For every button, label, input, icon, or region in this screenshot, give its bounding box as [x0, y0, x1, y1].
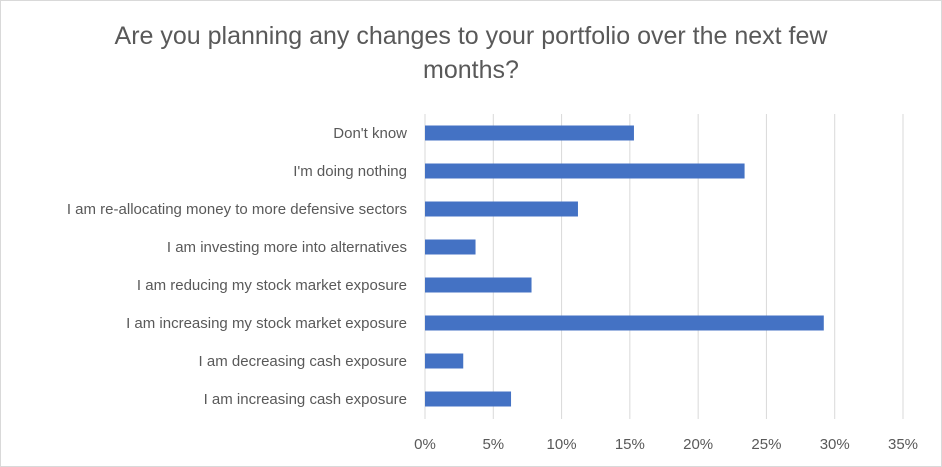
gridlines: [424, 114, 904, 419]
category-labels: Don't know I'm doing nothing I am re-alloc…: [67, 125, 407, 408]
category-label: I am increasing my stock market exposure: [126, 315, 407, 332]
x-tick-label: 10%: [547, 436, 577, 453]
category-label: I am re-allocating money to more defensi…: [67, 201, 407, 218]
bar: [425, 239, 476, 255]
category-label: I am investing more into alternatives: [167, 239, 407, 256]
chart-title: Are you planning any changes to your por…: [114, 22, 828, 84]
category-label: I am decreasing cash exposure: [199, 353, 407, 370]
category-label: I am increasing cash exposure: [204, 391, 407, 408]
x-tick-label: 25%: [751, 436, 781, 453]
x-tick-label: 35%: [888, 436, 918, 453]
x-tick-label: 5%: [482, 436, 504, 453]
bar: [425, 163, 745, 179]
x-tick-label: 0%: [414, 436, 436, 453]
bar: [425, 201, 578, 217]
category-label: Don't know: [333, 125, 407, 142]
x-axis-tick-labels: 0% 5% 10% 15% 20% 25% 30% 35%: [414, 436, 918, 453]
x-tick-label: 20%: [683, 436, 713, 453]
bar: [425, 315, 824, 331]
category-label: I am reducing my stock market exposure: [137, 277, 407, 294]
x-tick-label: 30%: [820, 436, 850, 453]
x-tick-label: 15%: [615, 436, 645, 453]
bar: [425, 125, 634, 141]
bar: [425, 277, 532, 293]
bars: [425, 125, 824, 407]
bar: [425, 353, 464, 369]
category-label: I'm doing nothing: [293, 163, 407, 180]
bar: [425, 391, 512, 407]
